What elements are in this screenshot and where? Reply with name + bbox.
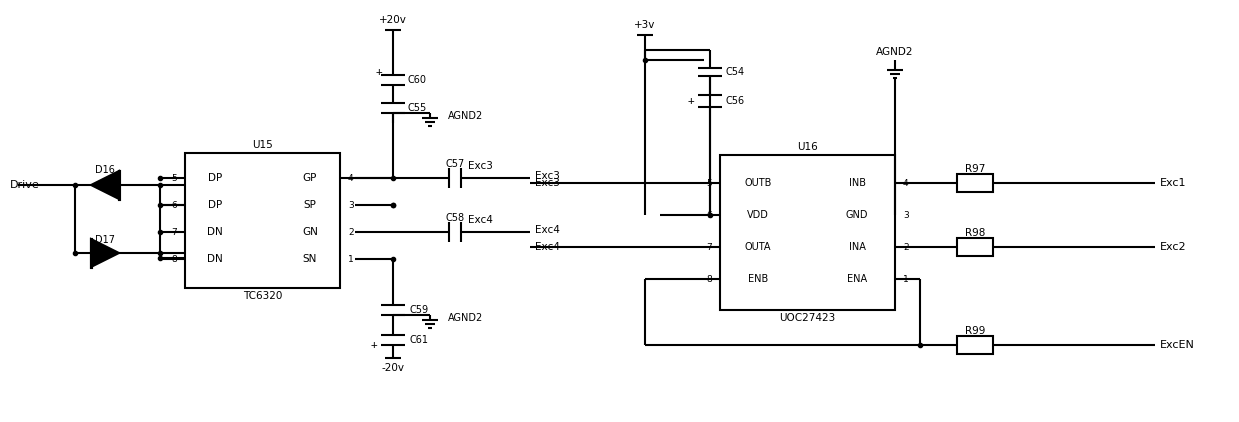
Polygon shape [90, 171, 119, 199]
Text: C61: C61 [409, 335, 427, 345]
Text: Exc3: Exc3 [535, 171, 560, 181]
Text: +: + [375, 67, 382, 77]
Text: SP: SP [304, 200, 316, 210]
Text: 3: 3 [903, 211, 908, 219]
Text: DN: DN [207, 227, 223, 237]
Text: 5: 5 [706, 179, 712, 187]
Text: DP: DP [208, 173, 222, 183]
Text: DN: DN [207, 254, 223, 264]
Text: D17: D17 [95, 235, 115, 245]
Text: 2: 2 [348, 227, 353, 236]
Text: Exc4: Exc4 [535, 225, 560, 235]
Text: U16: U16 [797, 142, 818, 152]
Text: 1: 1 [348, 254, 354, 263]
Text: 3: 3 [348, 200, 354, 209]
Text: UOC27423: UOC27423 [779, 313, 835, 323]
Text: AGND2: AGND2 [449, 313, 483, 323]
Text: +: + [370, 340, 377, 350]
Text: C60: C60 [406, 75, 426, 85]
Bar [720, 155, 895, 310]
Text: -20v: -20v [382, 363, 404, 373]
Text: C54: C54 [725, 67, 745, 77]
Text: 6: 6 [171, 200, 177, 209]
Text: ENA: ENA [847, 274, 867, 284]
Text: Exc2: Exc2 [1160, 242, 1187, 252]
Text: 6: 6 [706, 211, 712, 219]
Text: 7: 7 [706, 243, 712, 252]
Text: VDD: VDD [747, 210, 769, 220]
Bar [957, 336, 992, 354]
Text: Exc3: Exc3 [467, 161, 492, 171]
Text: DP: DP [208, 200, 222, 210]
Text: GND: GND [846, 210, 869, 220]
Text: INB: INB [849, 178, 866, 188]
Text: +3v: +3v [634, 20, 655, 30]
Bar [957, 174, 992, 192]
Text: D16: D16 [95, 165, 115, 175]
Bar [957, 238, 992, 256]
Text: OUTB: OUTB [745, 178, 772, 188]
Text: 4: 4 [903, 179, 908, 187]
Text: AGND2: AGND2 [876, 47, 913, 57]
Text: GP: GP [302, 173, 317, 183]
Text: R97: R97 [965, 164, 985, 174]
Text: TC6320: TC6320 [243, 291, 282, 301]
Polygon shape [90, 239, 119, 267]
Text: 7: 7 [171, 227, 177, 236]
Text: C58: C58 [446, 213, 465, 223]
Text: ExcEN: ExcEN [1160, 340, 1194, 350]
Text: R98: R98 [965, 228, 985, 238]
Text: C59: C59 [409, 305, 429, 315]
Text: INA: INA [849, 242, 865, 252]
Text: U15: U15 [252, 140, 273, 150]
Text: +20v: +20v [379, 15, 406, 25]
Text: C55: C55 [406, 103, 426, 113]
Text: 8: 8 [706, 274, 712, 284]
Text: C57: C57 [445, 159, 465, 169]
Text: ENB: ENB [748, 274, 768, 284]
Text: 1: 1 [903, 274, 908, 284]
Bar [185, 153, 339, 288]
Text: R99: R99 [965, 326, 985, 336]
Text: SN: SN [302, 254, 317, 264]
Text: 5: 5 [171, 173, 177, 182]
Text: Exc4: Exc4 [467, 215, 492, 225]
Text: C56: C56 [725, 96, 745, 106]
Text: 2: 2 [903, 243, 908, 252]
Text: Exc1: Exc1 [1160, 178, 1187, 188]
Text: Exc3: Exc3 [535, 178, 560, 188]
Text: Exc4: Exc4 [535, 242, 560, 252]
Text: Drive: Drive [10, 180, 40, 190]
Text: OUTA: OUTA [745, 242, 771, 252]
Text: AGND2: AGND2 [449, 111, 483, 121]
Text: 4: 4 [348, 173, 353, 182]
Text: +: + [688, 96, 694, 106]
Text: GN: GN [302, 227, 318, 237]
Text: 8: 8 [171, 254, 177, 263]
